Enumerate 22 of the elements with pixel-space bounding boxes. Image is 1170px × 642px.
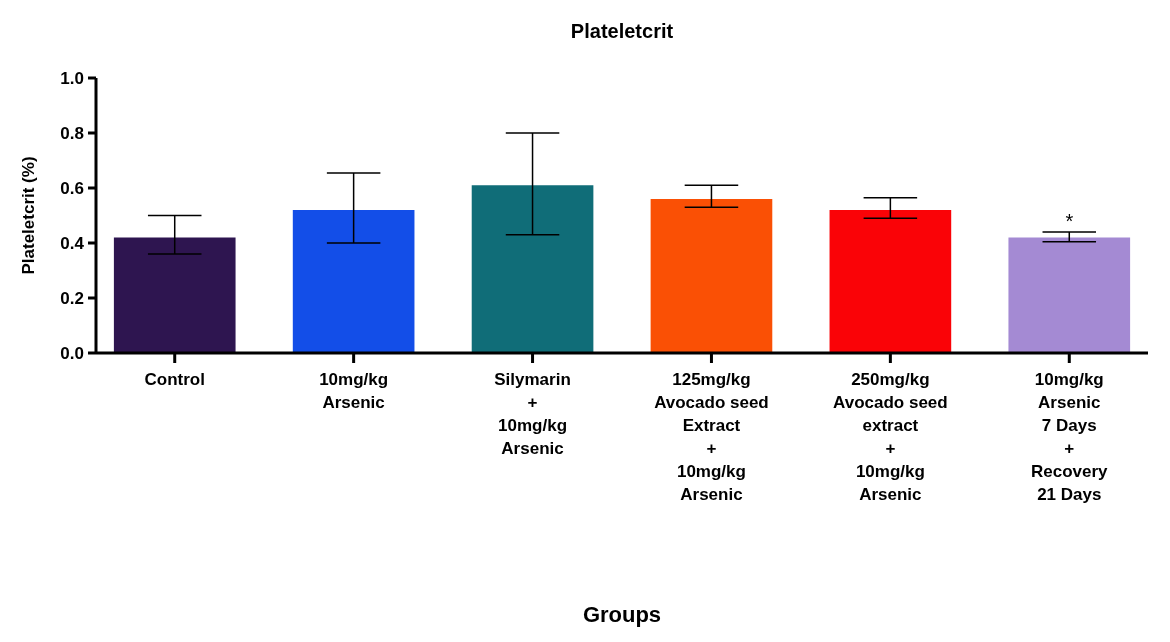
bar [471, 185, 594, 353]
x-tick-label: 250mg/kg Avocado seed extract + 10mg/kg Arsenic [833, 370, 948, 504]
bar [292, 210, 415, 353]
y-axis-title: Plateletcrit (%) [19, 156, 38, 275]
x-tick-label: 10mg/kg Arsenic 7 Days + Recovery 21 Days [1031, 370, 1109, 504]
y-tick-label: 0.2 [60, 288, 84, 308]
x-axis-title: Groups [582, 602, 662, 627]
bar [829, 210, 952, 353]
y-tick-label: 0.8 [60, 123, 84, 143]
bar [113, 237, 236, 353]
x-tick-label: Silymarin + 10mg/kg Arsenic [494, 370, 571, 458]
y-tick-label: 0.0 [60, 343, 84, 363]
y-tick-label: 1.0 [60, 68, 84, 88]
x-tick-label: Control [144, 370, 205, 389]
bar [1008, 237, 1131, 353]
x-tick-label: 10mg/kg Arsenic [319, 370, 389, 412]
bar [650, 199, 773, 353]
annotation: * [1065, 210, 1074, 232]
y-tick-label: 0.6 [60, 178, 84, 198]
x-tick-label: 125mg/kg Avocado seed Extract + 10mg/kg Arsenic [654, 370, 769, 504]
y-tick-label: 0.4 [60, 233, 85, 253]
chart-title: Plateletcrit [570, 20, 674, 42]
